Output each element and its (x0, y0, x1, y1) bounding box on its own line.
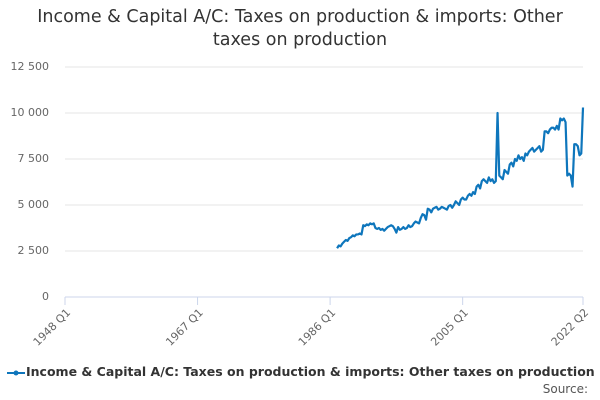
legend: Income & Capital A/C: Taxes on productio… (6, 364, 600, 379)
y-tick-label: 12 500 (11, 60, 50, 73)
y-tick-label: 7 500 (18, 152, 50, 165)
chart: 0 2 500 5 000 7 500 10 000 12 500 1948 Q1 1967 … (11, 60, 592, 349)
y-tick-label: 2 500 (18, 244, 50, 257)
y-tick-label: 5 000 (18, 198, 50, 211)
x-tick-label: 1986 Q1 (296, 306, 339, 349)
x-tick-label: 1967 Q1 (163, 306, 206, 349)
x-tick-label: 1948 Q1 (31, 306, 74, 349)
legend-icon (7, 370, 25, 375)
series-line (336, 107, 585, 249)
legend-label: Income & Capital A/C: Taxes on productio… (26, 364, 595, 379)
chart-title: Income & Capital A/C: Taxes on productio… (37, 7, 563, 50)
x-tick-label: 2022 Q2 (549, 306, 592, 349)
y-tick-label: 10 000 (11, 106, 50, 119)
y-tick-label: 0 (42, 290, 49, 303)
source: Source: (542, 382, 588, 396)
x-tick-label: 2005 Q1 (428, 306, 471, 349)
